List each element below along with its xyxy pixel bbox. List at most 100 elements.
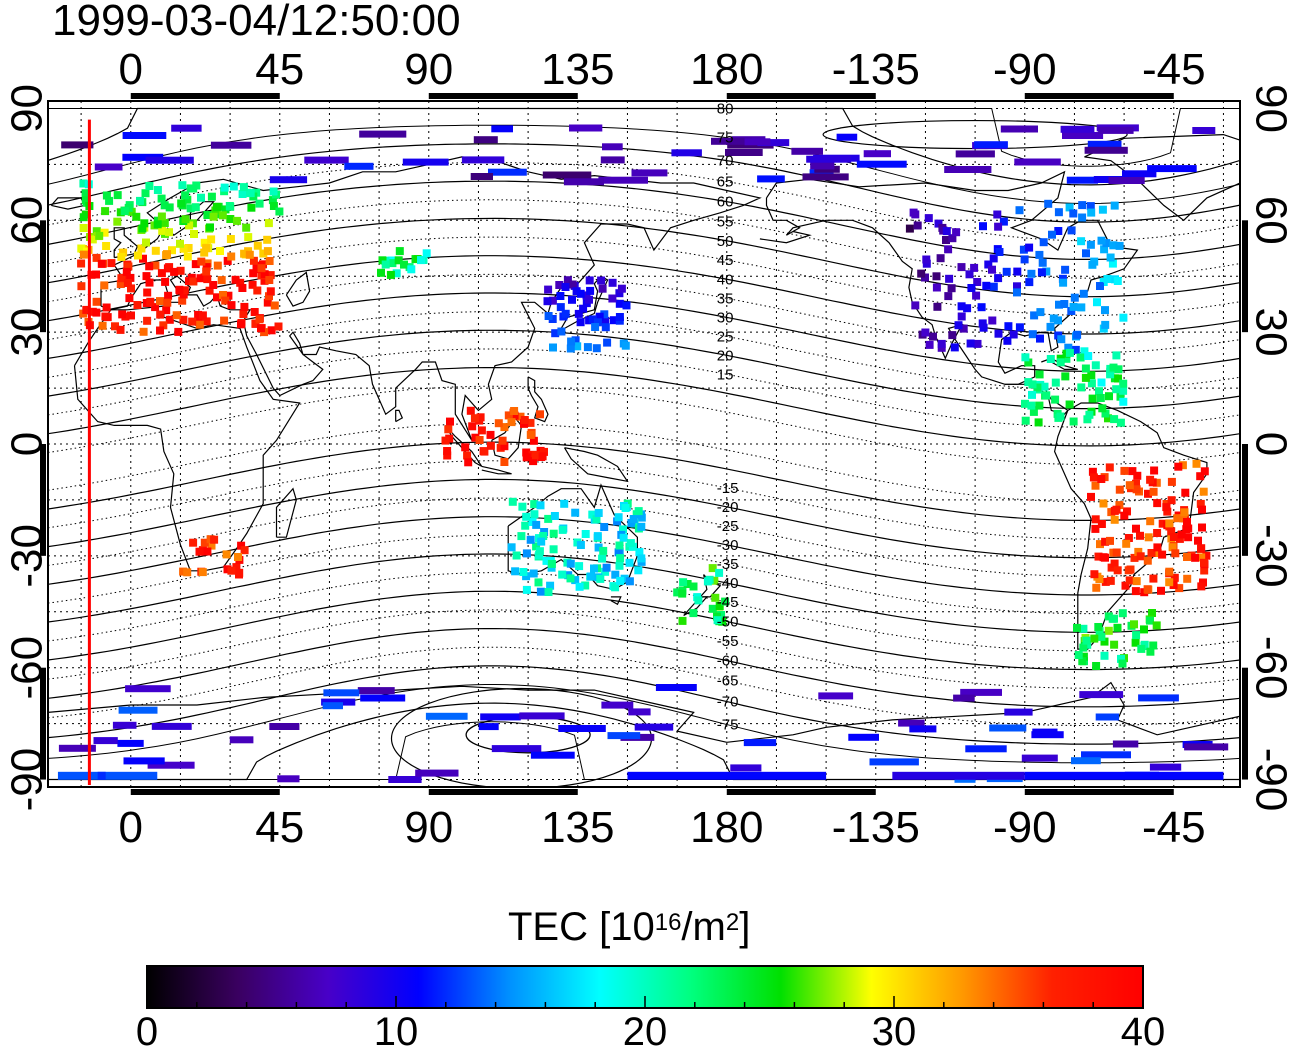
tec-point — [673, 588, 682, 597]
tec-point — [1167, 477, 1176, 486]
tec-point — [973, 339, 982, 348]
tec-point — [1168, 543, 1177, 552]
tec-point — [1118, 609, 1127, 618]
tec-point — [77, 282, 86, 291]
tec-point — [543, 297, 552, 306]
tec-point — [198, 568, 207, 577]
tec-point — [1073, 623, 1081, 632]
tec-point — [1084, 146, 1128, 154]
contour-label: 55 — [717, 213, 734, 230]
tec-point — [581, 581, 590, 590]
tec-point — [189, 277, 198, 286]
tec-point — [1183, 574, 1192, 583]
frame-tick-bar — [1024, 93, 1174, 99]
tec-point — [1087, 379, 1096, 388]
tec-point — [475, 416, 484, 425]
tec-point — [1175, 584, 1184, 593]
tec-point — [708, 564, 717, 573]
tec-point — [713, 616, 722, 625]
tec-point — [791, 147, 823, 155]
tec-point — [266, 271, 275, 280]
frame-tick-bar — [726, 93, 876, 99]
contour-line — [48, 590, 1240, 671]
tec-point — [1081, 751, 1131, 759]
tec-point — [1015, 323, 1024, 332]
tec-point — [593, 318, 602, 327]
tec-point — [1167, 496, 1176, 505]
tec-point — [245, 250, 254, 259]
tec-point — [911, 301, 920, 310]
tec-point — [526, 430, 535, 439]
tec-point — [566, 574, 575, 583]
tec-point — [1119, 386, 1128, 395]
frame-tick-bar — [1242, 667, 1248, 780]
tec-point — [529, 569, 538, 578]
coastline — [610, 596, 622, 606]
tec-point — [1153, 499, 1162, 508]
tec-point — [1082, 249, 1090, 258]
tec-point — [1092, 583, 1101, 592]
tec-point — [304, 156, 349, 164]
tec-point — [1197, 582, 1206, 591]
tec-point — [615, 313, 624, 321]
colorbar-tick-label: 30 — [871, 1010, 917, 1054]
tec-point — [947, 284, 956, 293]
lon-tick-label-top: -45 — [1142, 45, 1206, 94]
tec-point — [122, 267, 131, 276]
tec-point — [388, 776, 422, 783]
tec-point — [1088, 394, 1097, 403]
tec-point — [500, 458, 509, 466]
tec-point — [601, 323, 610, 332]
tec-point — [1061, 265, 1070, 274]
contour-label: 80 — [717, 100, 734, 117]
tec-point — [1079, 624, 1088, 633]
tec-point — [1055, 300, 1063, 309]
colorbar-tick-label: 20 — [622, 1010, 668, 1054]
frame-border — [47, 100, 1241, 788]
tec-point — [463, 451, 472, 460]
tec-point — [635, 548, 644, 557]
tec-point — [1027, 401, 1036, 410]
tec-point — [163, 298, 172, 307]
contour-label: -75 — [717, 717, 739, 734]
tec-point — [209, 281, 218, 289]
tec-point — [1106, 253, 1115, 262]
tec-point — [212, 202, 221, 211]
tec-point — [1033, 383, 1042, 392]
tec-point — [260, 276, 269, 285]
tec-point — [170, 267, 179, 276]
tec-point — [507, 418, 516, 427]
contour-label: 35 — [717, 290, 734, 307]
tec-point — [743, 739, 777, 747]
contour-label: 15 — [717, 366, 734, 383]
tec-point — [909, 725, 937, 733]
coastline — [1053, 402, 1208, 650]
tec-point — [1097, 475, 1106, 483]
tec-point — [1094, 623, 1103, 631]
tec-point — [1119, 313, 1128, 322]
tec-point — [602, 143, 623, 151]
contour-label: -30 — [717, 537, 739, 554]
tec-point — [1131, 638, 1140, 647]
tec-point — [1113, 623, 1122, 632]
contour-line — [48, 199, 1240, 279]
tec-point — [1004, 322, 1013, 331]
tec-point — [246, 189, 255, 198]
tec-point — [1119, 397, 1128, 406]
tec-point — [213, 293, 221, 302]
tec-point — [536, 501, 545, 510]
tec-point — [471, 433, 480, 442]
tec-point — [395, 247, 404, 256]
tec-point — [151, 246, 160, 255]
tec-point — [200, 538, 209, 547]
tec-point — [141, 189, 150, 198]
tec-point — [1199, 487, 1208, 496]
tec-point — [178, 296, 187, 305]
tec-point — [517, 532, 526, 541]
tec-point — [1082, 636, 1091, 645]
tec-point — [1069, 209, 1078, 218]
contour-line — [48, 628, 1240, 708]
tec-point — [1101, 306, 1109, 315]
tec-point — [522, 549, 531, 558]
